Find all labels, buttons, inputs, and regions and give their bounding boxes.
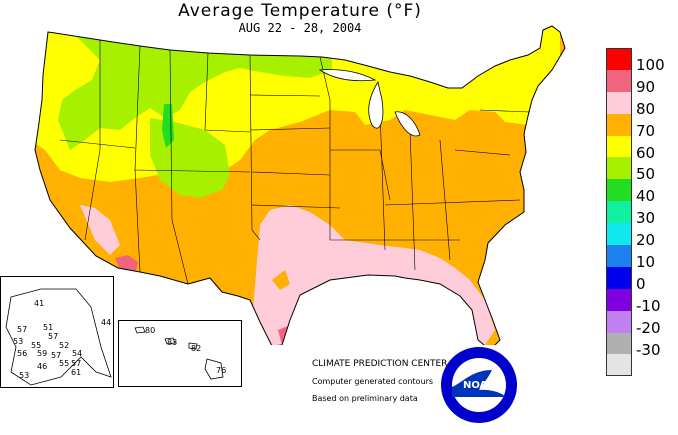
legend-row: 90 (606, 69, 678, 96)
hawaii-map: 80 83 82 76 (134, 326, 226, 380)
legend-swatch (606, 288, 632, 311)
legend-swatch (606, 223, 632, 246)
legend-label: 50 (636, 165, 656, 184)
legend-row (606, 354, 678, 377)
alaska-value: 56 (17, 349, 27, 358)
alaska-value: 59 (37, 349, 47, 358)
legend-row: 40 (606, 179, 678, 206)
alaska-value: 54 (72, 349, 82, 358)
legend-row: 70 (606, 113, 678, 140)
alaska-value: 61 (71, 368, 81, 377)
legend-swatch (606, 113, 632, 136)
legend-swatch (606, 157, 632, 180)
legend-swatch (606, 91, 632, 114)
lake-huron (394, 111, 421, 137)
credits: CLIMATE PREDICTION CENTER, NOAA Computer… (312, 356, 479, 407)
legend-row: -30 (606, 332, 678, 359)
legend-label: 10 (636, 253, 656, 272)
legend-row: -20 (606, 310, 678, 337)
credits-method: Computer generated contours (312, 377, 434, 386)
alaska-value: 41 (34, 299, 44, 308)
hawaii-value: 83 (167, 338, 177, 347)
map-title: Average Temperature (°F) (178, 1, 422, 21)
legend-swatch (606, 135, 632, 158)
alaska-value: 52 (59, 341, 69, 350)
legend-row: 30 (606, 201, 678, 228)
lake-michigan (368, 80, 384, 129)
legend-label: -10 (636, 296, 661, 315)
alaska-value: 53 (13, 337, 23, 346)
hawaii-value: 82 (191, 344, 201, 353)
legend-row: 10 (606, 245, 678, 272)
map-date-range: AUG 22 - 28, 2004 (238, 21, 362, 35)
legend-swatch (606, 69, 632, 92)
alaska-value: 46 (37, 362, 47, 371)
legend-swatch (606, 179, 632, 202)
legend-label: 60 (636, 143, 656, 162)
lake-superior (318, 69, 377, 82)
legend-swatch (606, 332, 632, 355)
hawaii-inset: 80 83 82 76 (118, 320, 242, 387)
alaska-inset: 41 57 51 57 53 55 52 56 59 57 54 46 55 5… (0, 276, 114, 388)
legend-row: 50 (606, 157, 678, 184)
legend-row: -10 (606, 288, 678, 315)
us-temperature-map (34, 25, 566, 345)
legend-row: 80 (606, 91, 678, 118)
legend-row: 0 (606, 266, 678, 293)
legend-label: -30 (636, 340, 661, 359)
legend-swatch (606, 48, 632, 70)
alaska-value: 57 (17, 325, 27, 334)
legend-swatch (606, 245, 632, 267)
credits-agency: CLIMATE PREDICTION CENTER, NOAA (312, 359, 480, 369)
noaa-logo-icon: NOAA (432, 345, 527, 430)
state-borders (59, 40, 531, 285)
alaska-value: 57 (48, 332, 58, 341)
temp-band-70-texas (272, 270, 290, 290)
alaska-value: 53 (19, 371, 29, 380)
us-outline (34, 25, 566, 345)
legend-label: 70 (636, 121, 656, 140)
color-legend: 100 90 80 70 60 50 40 30 20 10 0 -10 -20 -30 (606, 48, 678, 377)
legend-swatch (606, 354, 632, 377)
legend-label: 20 (636, 231, 656, 250)
legend-swatch (606, 310, 632, 333)
alaska-value: 55 (59, 359, 69, 368)
legend-label: -20 (636, 318, 661, 337)
legend-label: 90 (636, 77, 656, 96)
legend-row: 20 (606, 223, 678, 250)
alaska-map: 41 57 51 57 53 55 52 56 59 57 54 46 55 5… (5, 288, 112, 386)
legend-label: 100 (636, 56, 665, 74)
noaa-logo-text: NOAA (463, 380, 495, 391)
legend-label: 0 (636, 274, 646, 293)
alaska-value: 44 (101, 318, 111, 327)
credits-note: Based on preliminary data (312, 394, 418, 403)
legend-row: 100 (606, 48, 678, 74)
hawaii-value: 76 (216, 366, 226, 375)
legend-row: 60 (606, 135, 678, 162)
alaska-value: 51 (43, 323, 53, 332)
legend-label: 40 (636, 187, 656, 206)
legend-label: 30 (636, 209, 656, 228)
hawaii-value: 80 (145, 326, 155, 335)
temp-band-80-west (80, 205, 120, 255)
alaska-value: 57 (51, 351, 61, 360)
alaska-value: 57 (71, 359, 81, 368)
legend-swatch (606, 201, 632, 224)
alaska-value: 55 (31, 341, 41, 350)
legend-swatch (606, 266, 632, 289)
legend-label: 80 (636, 99, 656, 118)
